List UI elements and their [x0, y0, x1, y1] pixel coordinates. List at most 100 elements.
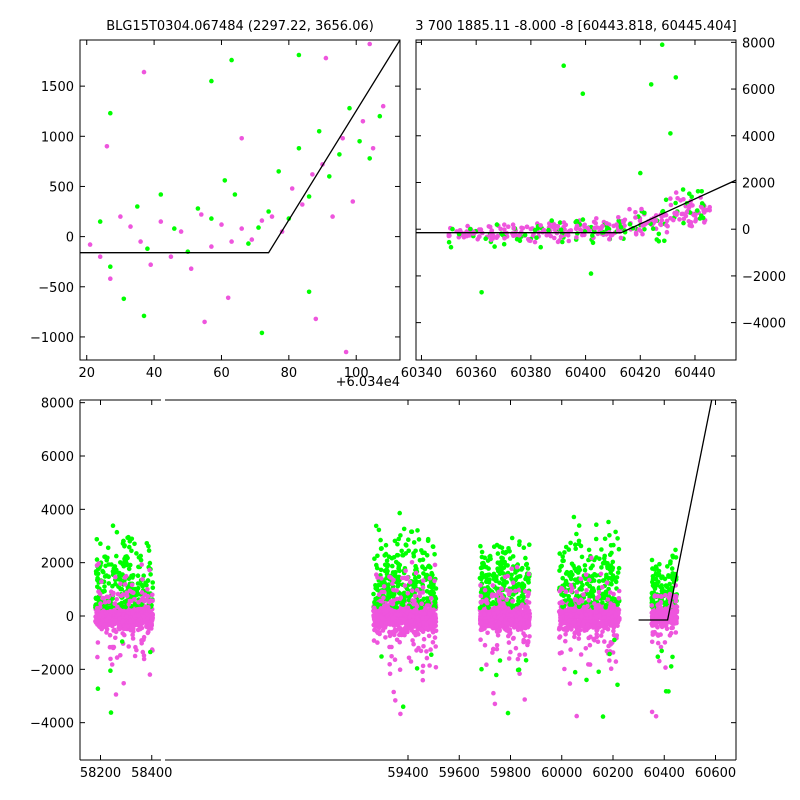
data-point — [578, 227, 583, 232]
data-point — [114, 529, 120, 535]
data-point — [583, 646, 589, 651]
data-point — [401, 630, 406, 636]
data-point — [249, 237, 255, 242]
data-point — [428, 647, 433, 652]
data-point — [379, 576, 384, 581]
data-point — [385, 562, 391, 568]
data-point — [389, 644, 394, 650]
data-point — [656, 231, 662, 237]
data-point — [142, 592, 148, 597]
x-tick-label: 60360 — [455, 366, 496, 381]
data-point — [673, 547, 678, 553]
data-point — [608, 601, 613, 606]
data-point — [506, 546, 511, 551]
data-point — [498, 592, 504, 597]
data-point — [209, 244, 214, 249]
data-point — [514, 564, 520, 570]
data-point — [490, 606, 496, 612]
data-point — [502, 583, 507, 588]
data-point — [403, 542, 409, 547]
plot-area — [93, 400, 713, 719]
data-point — [687, 191, 692, 196]
data-point — [588, 618, 593, 624]
data-point — [121, 296, 127, 302]
data-point — [576, 636, 582, 641]
data-point — [568, 598, 573, 603]
data-point — [408, 612, 413, 618]
data-point — [399, 575, 405, 581]
data-point — [598, 225, 603, 231]
data-point — [378, 598, 383, 604]
data-point — [555, 239, 561, 245]
data-point — [566, 618, 572, 624]
data-point — [693, 219, 698, 224]
data-point — [568, 576, 574, 582]
data-point — [590, 240, 596, 246]
data-point — [560, 575, 565, 581]
data-point — [229, 57, 234, 63]
data-point — [667, 591, 673, 597]
data-point — [484, 662, 489, 667]
data-point — [582, 567, 588, 573]
data-point — [605, 564, 610, 569]
data-point — [648, 82, 654, 87]
data-point — [132, 653, 138, 659]
data-point — [229, 239, 234, 244]
data-point — [565, 622, 570, 627]
data-point — [587, 577, 592, 583]
data-point — [513, 623, 519, 628]
data-point — [573, 546, 578, 551]
data-point — [581, 592, 586, 597]
data-point — [558, 625, 563, 630]
data-point — [668, 196, 673, 201]
data-point — [602, 639, 607, 644]
data-point — [110, 592, 116, 598]
data-point — [591, 219, 597, 225]
data-point — [376, 527, 382, 533]
data-point — [432, 552, 437, 557]
data-point — [653, 714, 659, 719]
data-point — [397, 620, 403, 626]
data-point — [509, 621, 514, 626]
data-point — [390, 615, 396, 621]
data-point — [490, 583, 496, 588]
data-point — [672, 619, 678, 625]
data-point — [323, 55, 329, 61]
data-point — [409, 588, 415, 593]
data-point — [140, 606, 146, 612]
data-point — [494, 643, 500, 648]
data-point — [611, 591, 616, 597]
data-point — [102, 584, 107, 589]
data-point — [616, 565, 622, 571]
data-point — [522, 697, 527, 702]
data-point — [668, 559, 673, 564]
data-point — [371, 638, 377, 643]
data-point — [583, 572, 589, 577]
data-point — [596, 669, 601, 675]
data-point — [466, 233, 472, 238]
data-point — [478, 565, 484, 571]
data-point — [144, 624, 149, 629]
data-point — [239, 226, 244, 231]
data-point — [524, 604, 529, 609]
data-point — [568, 582, 574, 588]
data-point — [506, 640, 512, 645]
data-point — [608, 543, 614, 548]
data-point — [425, 538, 431, 544]
data-point — [479, 554, 485, 560]
data-point — [587, 642, 593, 648]
data-point — [399, 548, 405, 554]
data-point — [594, 522, 599, 527]
data-point — [491, 593, 496, 598]
data-point — [119, 586, 125, 592]
data-point — [614, 222, 619, 227]
data-point — [276, 169, 282, 174]
data-point — [699, 201, 705, 206]
data-point — [375, 553, 380, 559]
data-point — [392, 657, 398, 662]
data-point — [594, 573, 599, 578]
data-point — [384, 596, 390, 602]
data-point — [663, 665, 668, 670]
data-point — [504, 627, 510, 632]
data-point — [574, 223, 580, 229]
